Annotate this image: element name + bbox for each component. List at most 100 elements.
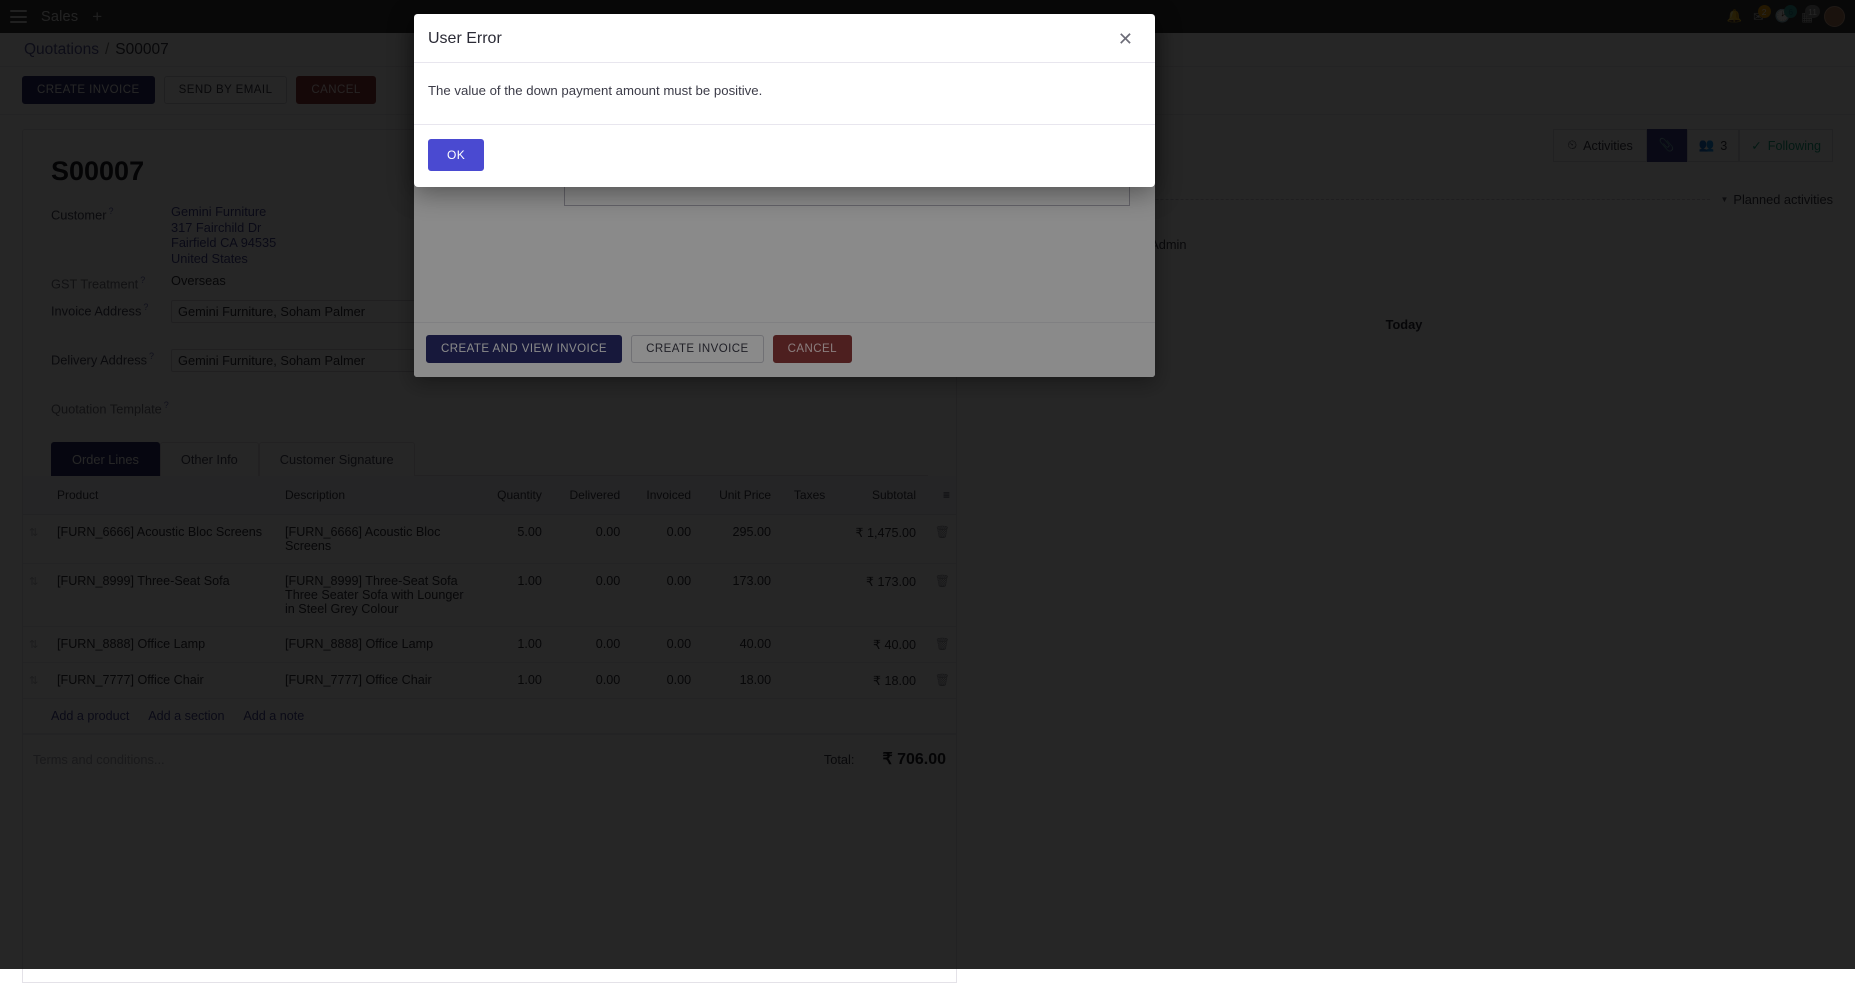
modal-cancel-button[interactable]: CANCEL [773, 335, 852, 363]
cell-description[interactable]: [FURN_8888] Office Lamp [279, 627, 477, 663]
chevron-down-icon[interactable]: ▼ [1720, 195, 1728, 204]
cell-quantity[interactable]: 1.00 [477, 564, 548, 627]
table-row[interactable]: ⇅ [FURN_8999] Three-Seat Sofa [FURN_8999… [23, 564, 956, 627]
row-drag-handle[interactable]: ⇅ [23, 627, 51, 663]
help-icon[interactable]: ? [149, 351, 154, 361]
customer-country[interactable]: United States [171, 251, 276, 267]
row-drag-handle[interactable]: ⇅ [23, 515, 51, 564]
cell-product[interactable]: [FURN_8888] Office Lamp [51, 627, 279, 663]
add-a-product-link[interactable]: Add a product [51, 709, 129, 723]
cell-taxes[interactable] [777, 515, 831, 564]
cell-quantity[interactable]: 1.00 [477, 627, 548, 663]
add-a-note-link[interactable]: Add a note [243, 709, 304, 723]
col-subtotal[interactable]: Subtotal [831, 476, 922, 515]
col-description[interactable]: Description [279, 476, 477, 515]
cell-unit-price[interactable]: 295.00 [697, 515, 777, 564]
error-dialog-footer: OK [414, 125, 1155, 187]
row-drag-handle[interactable]: ⇅ [23, 663, 51, 699]
cell-delivered[interactable]: 0.00 [548, 663, 626, 699]
ok-button[interactable]: OK [428, 139, 484, 171]
tab-order-lines[interactable]: Order Lines [51, 442, 160, 476]
col-quantity[interactable]: Quantity [477, 476, 548, 515]
close-icon[interactable]: ✕ [1114, 30, 1137, 48]
col-invoiced[interactable]: Invoiced [626, 476, 697, 515]
gst-label: GST Treatment? [51, 273, 171, 291]
cell-delivered[interactable]: 0.00 [548, 564, 626, 627]
optional-columns-icon[interactable]: ≡ [922, 476, 956, 515]
customer-street[interactable]: 317 Fairchild Dr [171, 220, 276, 236]
activities-button[interactable]: ⏲ Activities [1553, 129, 1647, 162]
cell-taxes[interactable] [777, 663, 831, 699]
cell-description[interactable]: [FURN_7777] Office Chair [279, 663, 477, 699]
help-icon[interactable]: ? [164, 400, 169, 410]
attachment-button[interactable]: 📎 [1647, 129, 1687, 162]
total-value: ₹ 706.00 [882, 749, 946, 769]
delivery-address-label: Delivery Address? [51, 349, 171, 367]
customer-city[interactable]: Fairfield CA 94535 [171, 235, 276, 251]
bell-icon[interactable]: 🔔 [1727, 9, 1743, 24]
table-header-row: Product Description Quantity Delivered I… [23, 476, 956, 515]
cell-invoiced[interactable]: 0.00 [626, 663, 697, 699]
gst-value: Overseas [171, 273, 226, 288]
tab-other-info[interactable]: Other Info [160, 442, 259, 476]
col-delivered[interactable]: Delivered [548, 476, 626, 515]
row-drag-handle[interactable]: ⇅ [23, 564, 51, 627]
modal-create-invoice-button[interactable]: CREATE INVOICE [631, 335, 764, 363]
add-a-section-link[interactable]: Add a section [148, 709, 224, 723]
tab-customer-signature[interactable]: Customer Signature [259, 442, 415, 476]
customer-value[interactable]: Gemini Furniture 317 Fairchild Dr Fairfi… [171, 204, 276, 266]
cell-invoiced[interactable]: 0.00 [626, 515, 697, 564]
cell-taxes[interactable] [777, 564, 831, 627]
cell-unit-price[interactable]: 40.00 [697, 627, 777, 663]
cell-product[interactable]: [FURN_7777] Office Chair [51, 663, 279, 699]
quotation-template-input[interactable] [171, 398, 711, 418]
col-taxes[interactable]: Taxes [777, 476, 831, 515]
messages-icon[interactable]: ✉ 2 [1753, 9, 1763, 24]
planned-activities-label[interactable]: Planned activities [1733, 192, 1833, 207]
customer-name[interactable]: Gemini Furniture [171, 204, 276, 220]
cell-unit-price[interactable]: 18.00 [697, 663, 777, 699]
cell-quantity[interactable]: 5.00 [477, 515, 548, 564]
cell-product[interactable]: [FURN_6666] Acoustic Bloc Screens [51, 515, 279, 564]
cell-taxes[interactable] [777, 627, 831, 663]
cell-product[interactable]: [FURN_8999] Three-Seat Sofa [51, 564, 279, 627]
cell-delivered[interactable]: 0.00 [548, 627, 626, 663]
grid-icon[interactable]: ▦ 11 [1801, 9, 1813, 24]
table-body: ⇅ [FURN_6666] Acoustic Bloc Screens [FUR… [23, 515, 956, 734]
breadcrumb-separator: / [105, 41, 109, 59]
followers-button[interactable]: 👥 3 [1687, 129, 1740, 162]
help-icon[interactable]: ? [108, 206, 113, 216]
hamburger-icon[interactable] [10, 10, 27, 23]
col-unit-price[interactable]: Unit Price [697, 476, 777, 515]
breadcrumb-parent[interactable]: Quotations [24, 41, 99, 59]
table-row[interactable]: ⇅ [FURN_6666] Acoustic Bloc Screens [FUR… [23, 515, 956, 564]
cell-invoiced[interactable]: 0.00 [626, 564, 697, 627]
cell-invoiced[interactable]: 0.00 [626, 627, 697, 663]
clock-icon[interactable]: 🕑 6 [1775, 9, 1791, 24]
cell-delivered[interactable]: 0.00 [548, 515, 626, 564]
row-delete-icon[interactable]: 🗑 [922, 564, 956, 627]
following-button[interactable]: ✓ Following [1739, 129, 1833, 162]
cancel-button[interactable]: CANCEL [296, 76, 375, 104]
cell-unit-price[interactable]: 173.00 [697, 564, 777, 627]
terms-placeholder[interactable]: Terms and conditions... [33, 752, 165, 767]
create-invoice-button[interactable]: CREATE INVOICE [22, 76, 155, 104]
people-icon: 👥 [1699, 138, 1715, 153]
avatar[interactable] [1824, 6, 1845, 27]
row-delete-icon[interactable]: 🗑 [922, 663, 956, 699]
row-delete-icon[interactable]: 🗑 [922, 627, 956, 663]
plus-icon[interactable]: + [92, 8, 102, 25]
table-row[interactable]: ⇅ [FURN_7777] Office Chair [FURN_7777] O… [23, 663, 956, 699]
send-by-email-button[interactable]: SEND BY EMAIL [164, 76, 288, 104]
cell-description[interactable]: [FURN_6666] Acoustic Bloc Screens [279, 515, 477, 564]
help-icon[interactable]: ? [140, 275, 145, 285]
help-icon[interactable]: ? [143, 302, 148, 312]
table-row[interactable]: ⇅ [FURN_8888] Office Lamp [FURN_8888] Of… [23, 627, 956, 663]
row-delete-icon[interactable]: 🗑 [922, 515, 956, 564]
cell-description[interactable]: [FURN_8999] Three-Seat Sofa Three Seater… [279, 564, 477, 627]
app-name[interactable]: Sales [41, 9, 78, 25]
cell-quantity[interactable]: 1.00 [477, 663, 548, 699]
col-product[interactable]: Product [51, 476, 279, 515]
create-and-view-invoice-button[interactable]: CREATE AND VIEW INVOICE [426, 335, 622, 363]
quotation-template-label: Quotation Template? [51, 398, 171, 416]
